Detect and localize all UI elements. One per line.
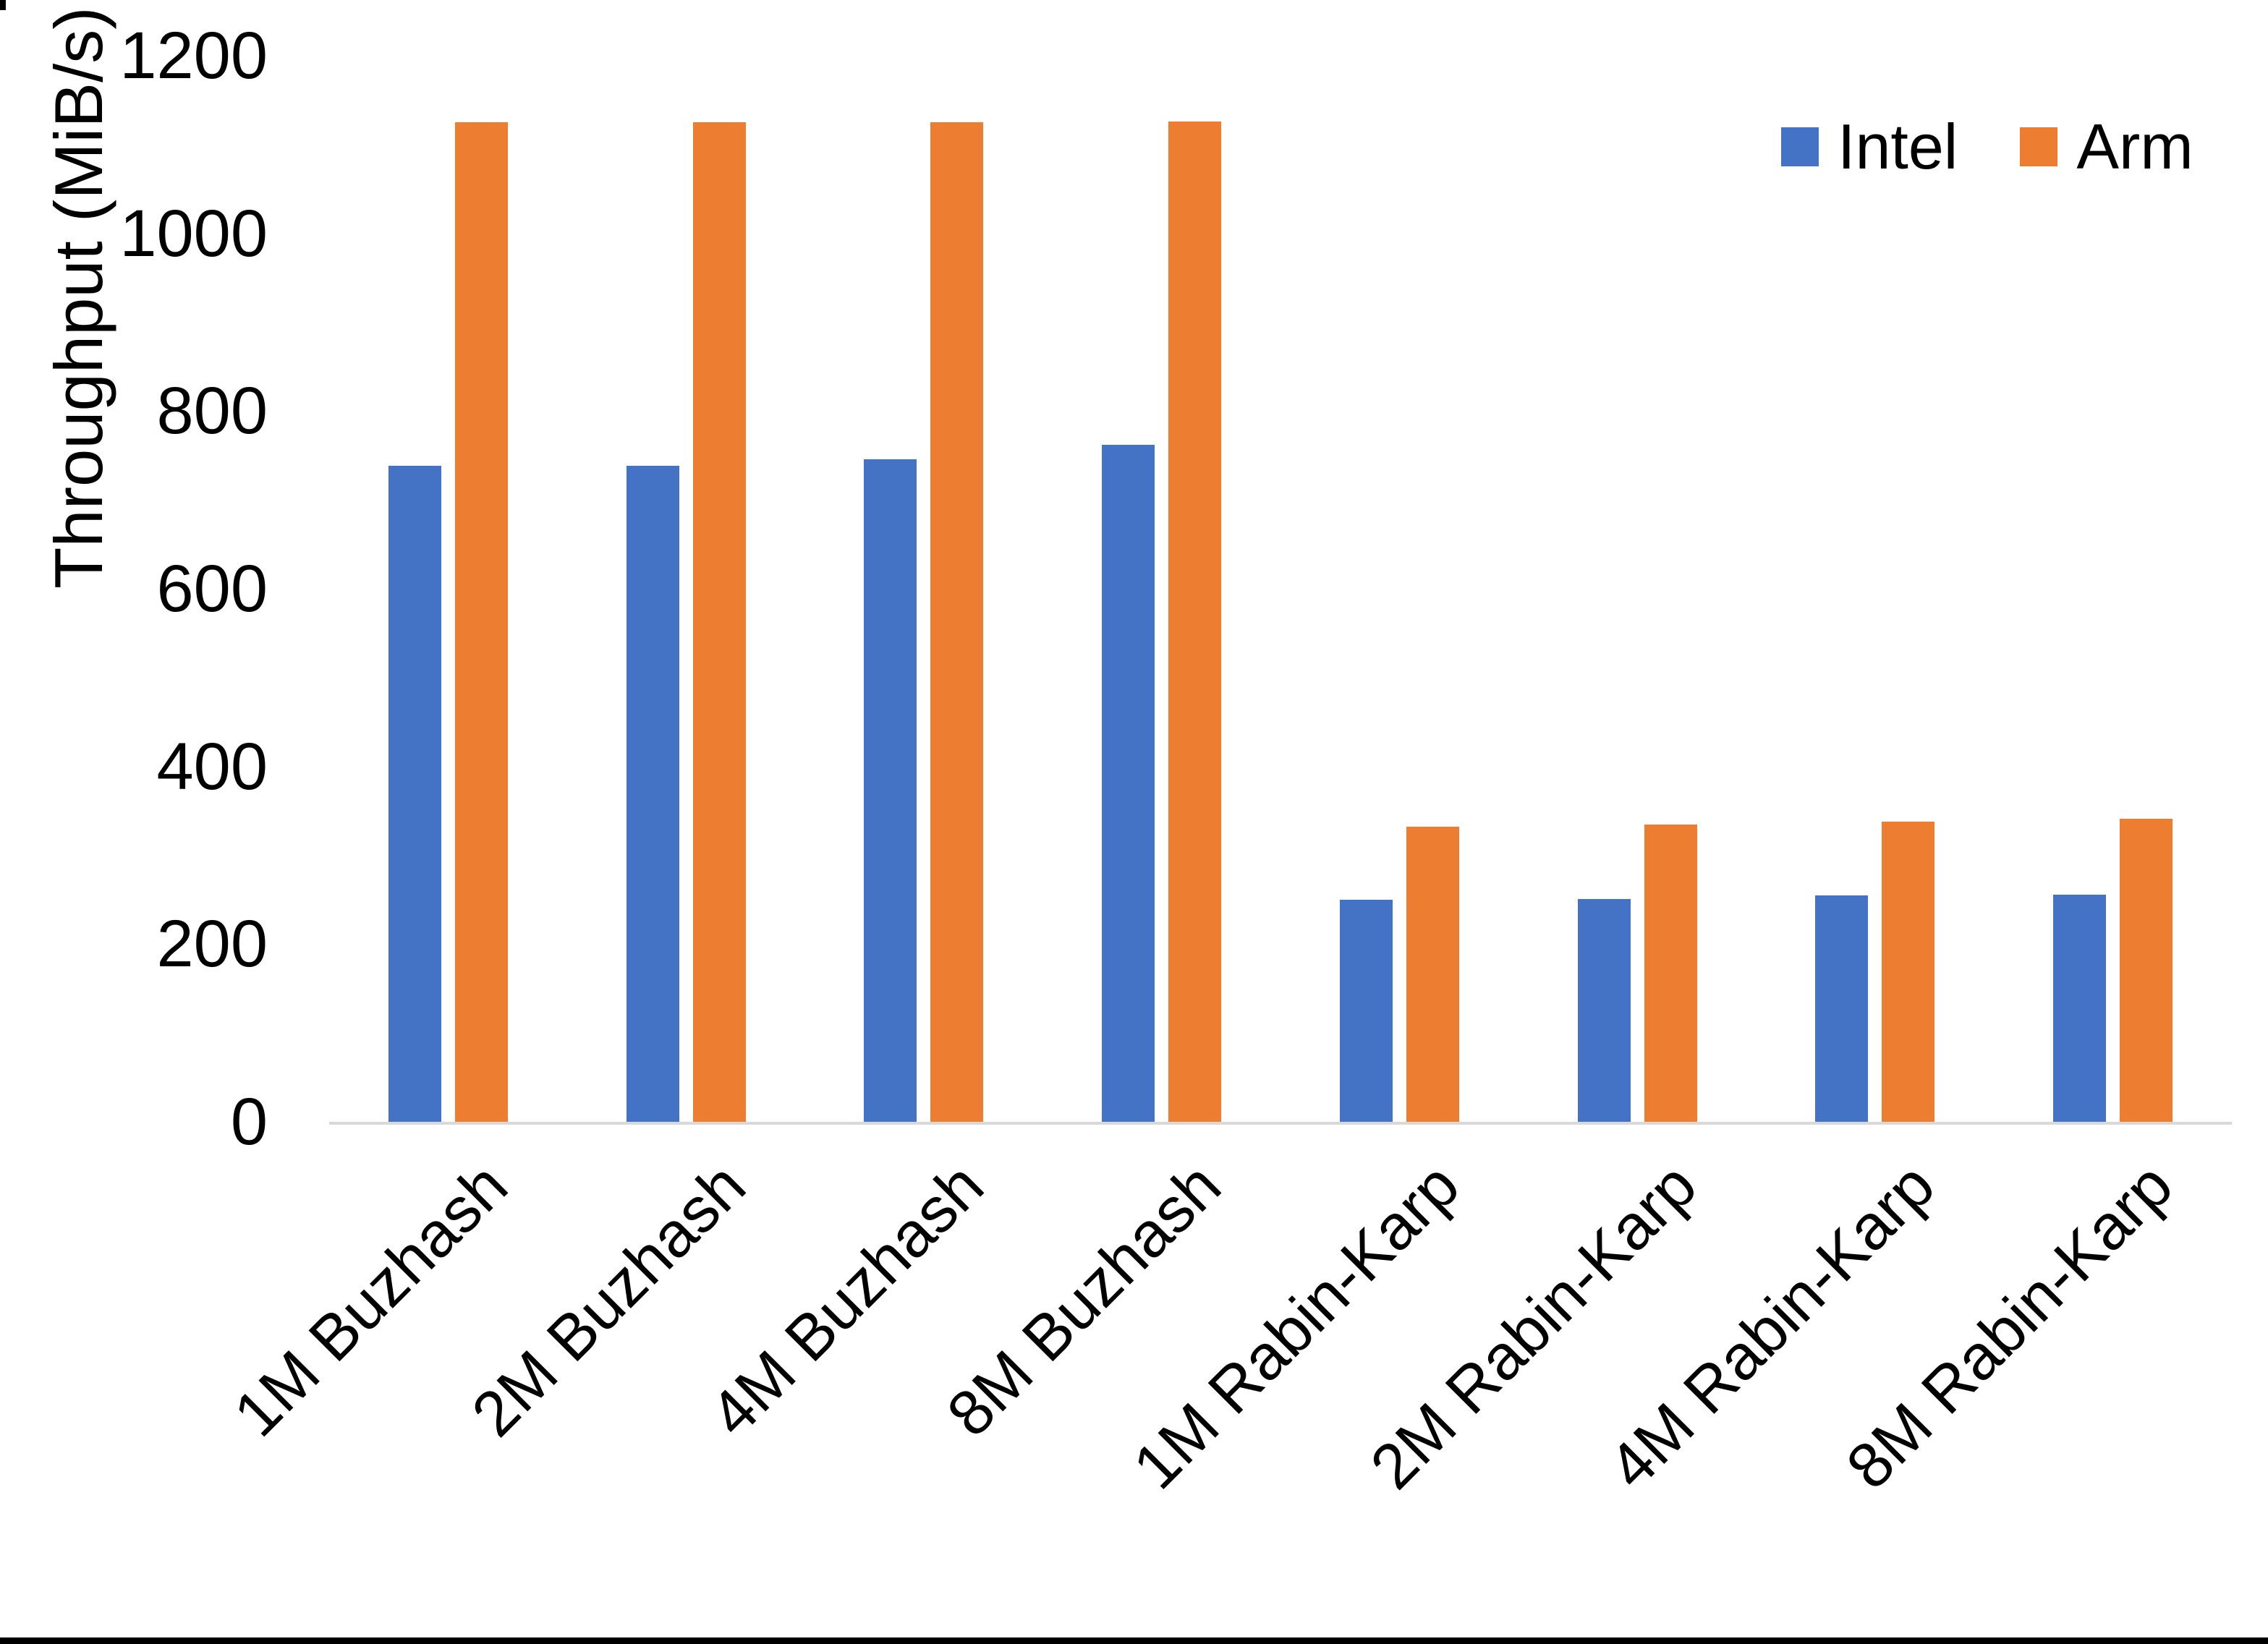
bar-arm-2m-buzhash xyxy=(692,122,746,1122)
legend-swatch-arm xyxy=(2020,127,2058,166)
bar-arm-2m-rabin-karp xyxy=(1644,824,1697,1122)
bar-arm-4m-rabin-karp xyxy=(1882,821,1935,1122)
y-tick-0: 0 xyxy=(230,1085,268,1159)
bar-arm-4m-buzhash xyxy=(930,122,984,1122)
bar-intel-1m-rabin-karp xyxy=(1339,899,1393,1122)
bar-intel-8m-buzhash xyxy=(1102,445,1155,1122)
top-left-screenshot-artifact xyxy=(0,0,6,10)
bar-intel-1m-buzhash xyxy=(388,466,441,1122)
legend-swatch-intel xyxy=(1781,127,1819,166)
bar-arm-1m-buzhash xyxy=(454,122,508,1122)
y-tick-800: 800 xyxy=(156,374,268,448)
y-tick-200: 200 xyxy=(156,907,268,981)
bar-intel-8m-rabin-karp xyxy=(2053,894,2107,1122)
bar-intel-4m-buzhash xyxy=(864,459,917,1122)
y-tick-400: 400 xyxy=(156,729,268,804)
bar-arm-1m-rabin-karp xyxy=(1406,827,1459,1122)
bar-intel-2m-buzhash xyxy=(626,466,679,1122)
y-tick-1200: 1200 xyxy=(119,19,268,93)
legend-label-arm: Arm xyxy=(2076,111,2193,182)
y-tick-600: 600 xyxy=(156,552,268,626)
bar-arm-8m-rabin-karp xyxy=(2120,819,2173,1122)
bar-intel-2m-rabin-karp xyxy=(1577,898,1631,1122)
y-tick-1000: 1000 xyxy=(119,196,268,271)
legend: Intel Arm xyxy=(1781,111,2193,182)
bottom-border-bar xyxy=(0,1637,2268,1644)
bar-intel-4m-rabin-karp xyxy=(1815,895,1869,1122)
legend-label-intel: Intel xyxy=(1838,111,1958,182)
legend-item-intel: Intel xyxy=(1781,111,1958,182)
x-axis-line xyxy=(329,1122,2232,1125)
bar-arm-8m-buzhash xyxy=(1168,121,1222,1122)
legend-item-arm: Arm xyxy=(2020,111,2193,182)
